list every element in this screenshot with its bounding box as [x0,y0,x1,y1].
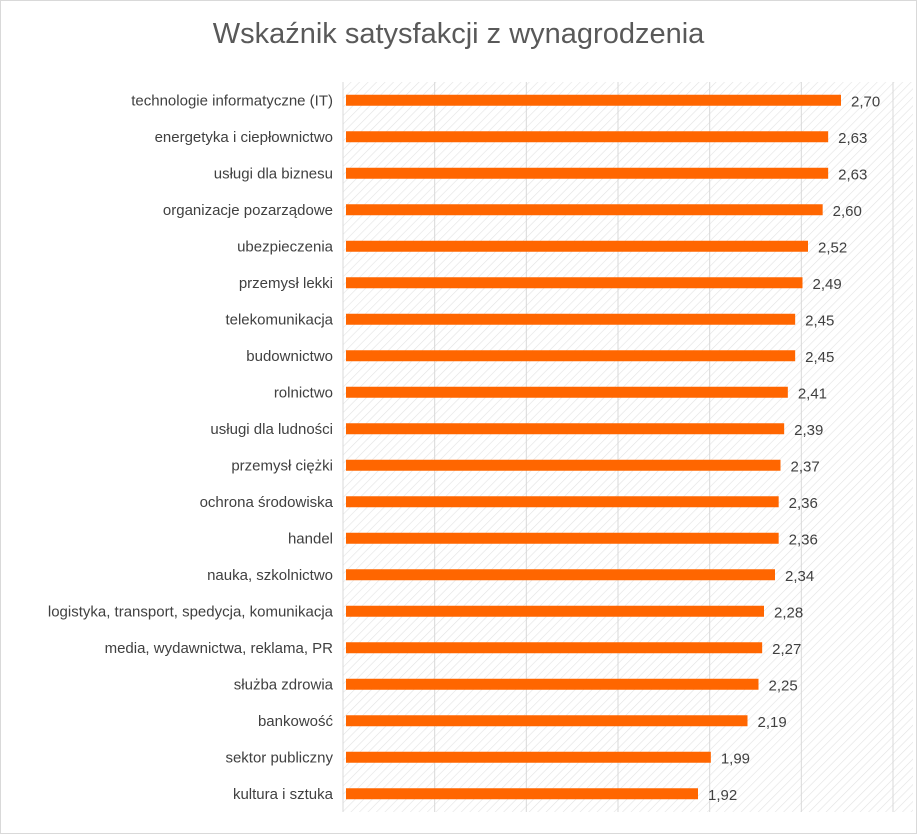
category-label: logistyka, transport, spedycja, komunika… [48,603,334,620]
bar [346,605,764,617]
value-label: 2,34 [785,568,814,585]
value-label: 1,99 [721,750,750,767]
value-label: 2,41 [798,385,827,402]
gridlines [342,82,894,812]
category-label: media, wydawnictwa, reklama, PR [105,640,334,657]
value-label: 2,49 [813,276,842,293]
value-label: 2,39 [794,422,823,439]
bar [346,131,829,143]
category-label: usługi dla ludności [210,421,333,438]
value-label: 2,63 [838,130,867,147]
bar [346,751,711,763]
value-label: 2,60 [833,203,862,220]
category-label: organizacje pozarządowe [163,202,333,219]
bar [346,386,788,398]
category-label: przemysł lekki [239,275,333,292]
chart-title: Wskaźnik satysfakcji z wynagrodzenia [212,18,705,50]
bar [346,678,759,690]
category-label: sektor publiczny [225,749,333,766]
value-label: 2,70 [851,93,880,110]
value-label: 2,27 [772,641,801,658]
category-label: handel [288,530,333,547]
value-label: 2,45 [805,312,834,329]
bar [346,167,829,179]
bar [346,569,775,581]
category-label: służba zdrowia [234,676,334,693]
bar [346,350,796,362]
category-label: usługi dla biznesu [214,165,333,182]
value-label: 2,28 [774,604,803,621]
bar [346,94,841,106]
bar [346,496,779,508]
bar [346,204,823,216]
bar [346,240,808,252]
category-label: energetyka i ciepłownictwo [155,129,333,146]
labels: technologie informatyczne (IT) 2,70 energe… [48,92,880,804]
category-label: telekomunikacja [225,311,333,328]
value-label: 2,63 [838,166,867,183]
category-label: rolnictwo [274,384,333,401]
value-label: 2,36 [789,531,818,548]
bar [346,423,785,435]
category-label: ubezpieczenia [237,238,334,255]
category-label: budownictwo [246,348,333,365]
bar [346,313,796,325]
value-label: 1,92 [708,787,737,804]
bar [346,532,779,544]
bars [346,94,841,800]
category-label: kultura i sztuka [233,786,334,803]
bar [346,459,781,471]
value-label: 2,25 [769,677,798,694]
value-label: 2,37 [791,458,820,475]
category-label: przemysł ciężki [231,457,333,474]
value-label: 2,19 [758,714,787,731]
value-label: 2,36 [789,495,818,512]
category-label: nauka, szkolnictwo [207,567,333,584]
plot-area [343,82,913,812]
bar [346,277,803,289]
bar [346,788,698,800]
value-label: 2,45 [805,349,834,366]
category-label: ochrona środowiska [200,494,334,511]
value-label: 2,52 [818,239,847,256]
bar [346,642,763,654]
category-label: bankowość [258,713,334,730]
bar [346,715,748,727]
category-label: technologie informatyczne (IT) [131,92,333,109]
